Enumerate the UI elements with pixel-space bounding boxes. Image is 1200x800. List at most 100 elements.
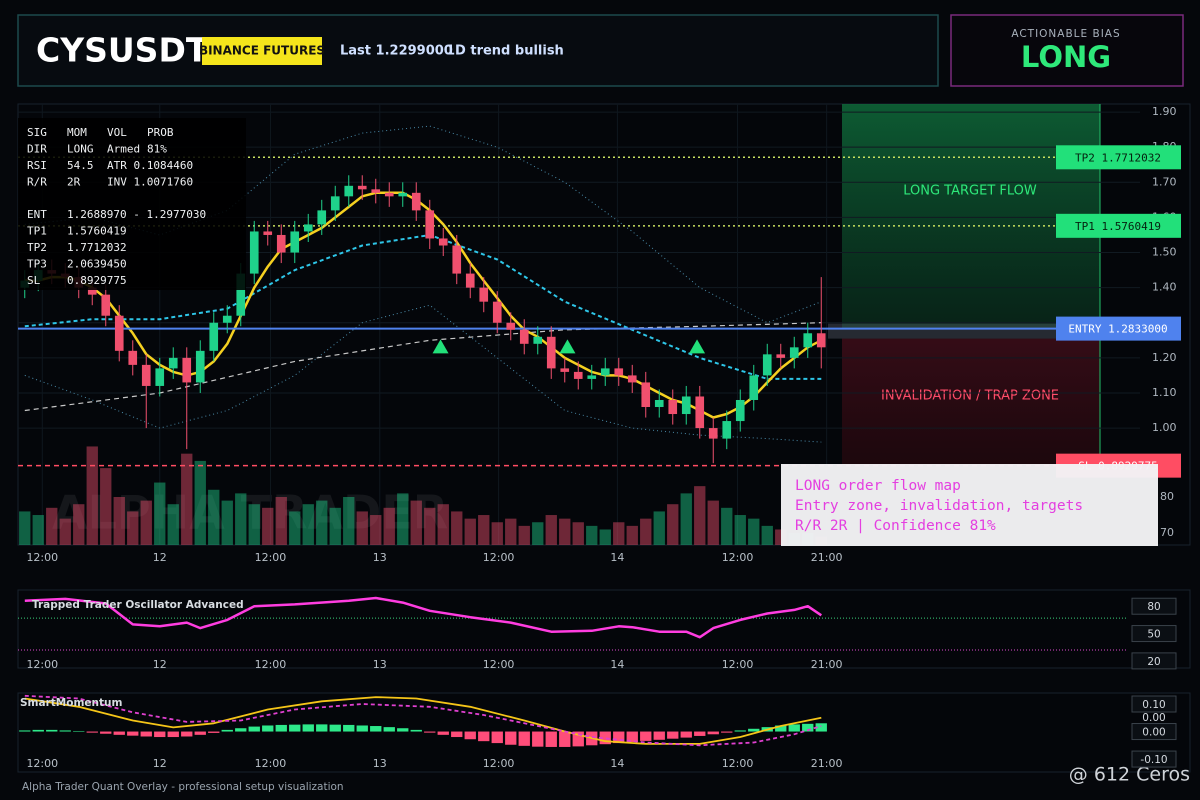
candle-body	[519, 329, 529, 344]
volume-bar	[194, 460, 206, 545]
oscillator-line	[24, 596, 822, 639]
candle-body	[735, 399, 745, 422]
candle-body	[209, 322, 219, 351]
volume-bar	[532, 522, 544, 545]
volume-bar	[316, 500, 328, 545]
x-tick-label: 13	[373, 658, 387, 671]
candle-body	[425, 210, 435, 239]
y-tick-label: 0.10	[1142, 699, 1165, 711]
volume-bar	[86, 446, 98, 545]
momentum-bar	[410, 729, 422, 732]
volume-bar	[478, 515, 490, 545]
candle-body	[357, 185, 367, 190]
note-line: LONG order flow map	[795, 478, 961, 494]
momentum-bar	[653, 731, 665, 740]
volume-bar	[437, 504, 449, 545]
signal-marker	[432, 339, 449, 354]
info-cell: TP1	[27, 225, 47, 238]
y-tick-label: 80	[1147, 601, 1160, 613]
candle-body	[317, 210, 327, 225]
x-tick-label: 12:00	[483, 658, 515, 671]
momentum-bar	[46, 729, 58, 732]
y-tick-label: 1.70	[1152, 175, 1177, 188]
x-tick-label: 12:00	[26, 757, 58, 770]
info-cell: LONG	[67, 143, 94, 156]
volume-bar	[505, 518, 517, 545]
volume-bar	[613, 522, 625, 545]
x-tick-label: 12	[153, 658, 167, 671]
momentum-bar	[559, 731, 571, 747]
volume-bar	[181, 453, 193, 545]
momentum-bar	[451, 731, 463, 738]
candle-body	[573, 371, 583, 379]
x-tick-label: 12:00	[26, 551, 58, 564]
volume-bar	[572, 522, 584, 545]
momentum-bar	[248, 726, 260, 732]
volume-bar	[707, 500, 719, 545]
momentum-bar	[19, 730, 31, 732]
candle-body	[506, 322, 516, 330]
level-tag-label: TP1 1.5760419	[1075, 220, 1161, 233]
y-tick-label: -0.10	[1140, 754, 1167, 766]
volume-bar	[154, 482, 166, 545]
volume-bar	[343, 496, 355, 545]
x-tick-label: 21:00	[811, 551, 843, 564]
momentum-bar	[32, 729, 44, 732]
volume-bar	[518, 525, 530, 545]
volume-bar	[100, 468, 112, 545]
momentum-bar	[424, 731, 436, 733]
momentum-bar	[815, 723, 827, 732]
info-cell: 54.5	[67, 159, 94, 172]
candle-body	[128, 350, 138, 365]
y-tick-label: 20	[1147, 656, 1160, 668]
info-cell: SL	[27, 274, 41, 287]
note-line: Entry zone, invalidation, targets	[795, 498, 1083, 514]
candle-body	[263, 231, 273, 235]
y-tick-label: 1.20	[1152, 351, 1177, 364]
level-tag-label: TP2 1.7712032	[1075, 151, 1161, 164]
momentum-bar	[478, 731, 490, 742]
bias-value: LONG	[1021, 40, 1111, 74]
candle-body	[681, 396, 691, 415]
momentum-line	[24, 694, 822, 747]
momentum-bar	[302, 724, 314, 732]
info-cell: 81%	[147, 143, 167, 156]
candle-body	[452, 245, 462, 274]
momentum-bar	[275, 724, 287, 732]
x-tick-label: 14	[610, 757, 624, 770]
momentum-bar	[667, 731, 679, 739]
candle-body	[155, 368, 165, 386]
candle-body	[695, 396, 705, 429]
candle-body	[708, 428, 718, 439]
signal-marker	[689, 339, 706, 354]
panel-title: Trapped Trader Oscillator Advanced	[32, 599, 244, 611]
momentum-bar	[721, 731, 733, 733]
momentum-bar	[167, 731, 179, 738]
volume-bar	[19, 511, 31, 545]
note-line: R/R 2R | Confidence 81%	[795, 518, 996, 534]
tick-box	[1131, 750, 1177, 768]
momentum-bar	[370, 726, 382, 732]
volume-bar	[167, 504, 179, 545]
candle-body	[654, 399, 664, 408]
momentum-bar	[788, 724, 800, 732]
volume-bar	[775, 529, 787, 545]
momentum-bar	[505, 731, 517, 745]
volume-bar	[599, 529, 611, 545]
candle-body	[762, 354, 772, 376]
tick-box	[1131, 652, 1177, 670]
volume-bar	[761, 525, 773, 545]
candle-body	[398, 192, 408, 197]
volume-bar	[680, 493, 692, 545]
tick-box	[1131, 723, 1177, 741]
momentum-bar	[343, 724, 355, 732]
volume-bar	[586, 525, 598, 545]
volume-bar	[248, 504, 260, 545]
info-panel	[18, 118, 246, 290]
candle-body	[290, 231, 300, 253]
volume-bar	[140, 500, 152, 545]
volume-bar	[694, 486, 706, 545]
candle-body	[614, 368, 624, 376]
candle-body	[182, 357, 192, 383]
candle-body	[600, 368, 610, 376]
